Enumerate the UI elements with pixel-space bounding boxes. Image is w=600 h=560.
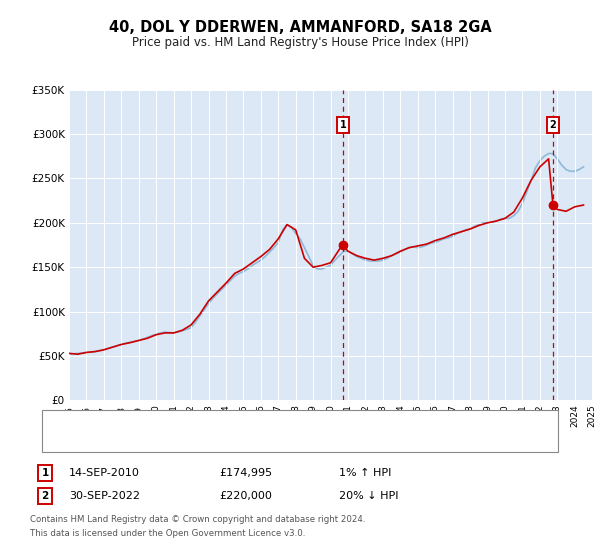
Text: This data is licensed under the Open Government Licence v3.0.: This data is licensed under the Open Gov… <box>30 529 305 538</box>
Text: ─────: ───── <box>51 434 89 447</box>
Text: 2: 2 <box>41 491 49 501</box>
Text: 40, DOL Y DDERWEN, AMMANFORD, SA18 2GA: 40, DOL Y DDERWEN, AMMANFORD, SA18 2GA <box>109 20 491 35</box>
Text: £220,000: £220,000 <box>219 491 272 501</box>
Text: ─────: ───── <box>51 416 89 428</box>
Text: 40, DOL Y DDERWEN, AMMANFORD, SA18 2GA (detached house): 40, DOL Y DDERWEN, AMMANFORD, SA18 2GA (… <box>87 417 425 427</box>
Text: 30-SEP-2022: 30-SEP-2022 <box>69 491 140 501</box>
Text: 2: 2 <box>550 120 556 130</box>
Text: 20% ↓ HPI: 20% ↓ HPI <box>339 491 398 501</box>
Text: £174,995: £174,995 <box>219 468 272 478</box>
Text: Contains HM Land Registry data © Crown copyright and database right 2024.: Contains HM Land Registry data © Crown c… <box>30 515 365 524</box>
Text: 1: 1 <box>41 468 49 478</box>
Text: 14-SEP-2010: 14-SEP-2010 <box>69 468 140 478</box>
Text: Price paid vs. HM Land Registry's House Price Index (HPI): Price paid vs. HM Land Registry's House … <box>131 36 469 49</box>
Text: 1: 1 <box>340 120 346 130</box>
Text: HPI: Average price, detached house, Carmarthenshire: HPI: Average price, detached house, Carm… <box>87 436 368 446</box>
Text: 1% ↑ HPI: 1% ↑ HPI <box>339 468 391 478</box>
